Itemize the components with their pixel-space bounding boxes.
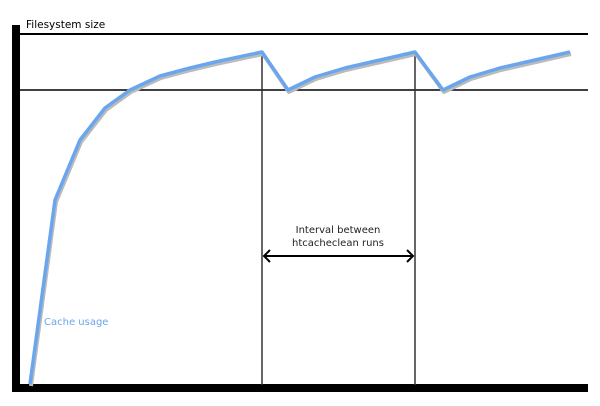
cache-usage-curve	[28, 50, 571, 385]
arrow-left-icon	[262, 249, 271, 263]
interval-label-line2: htcacheclean runs	[292, 238, 384, 249]
cache-usage-shadow	[29, 52, 572, 387]
y-axis-label: Filesystem size	[26, 19, 105, 31]
x-axis	[12, 384, 588, 392]
y-axis	[12, 25, 20, 392]
interval-label-line1: Interval between	[296, 225, 381, 236]
interval-arrow	[262, 249, 415, 263]
arrow-right-icon	[406, 249, 415, 263]
cache-usage-label: Cache usage	[44, 317, 108, 328]
